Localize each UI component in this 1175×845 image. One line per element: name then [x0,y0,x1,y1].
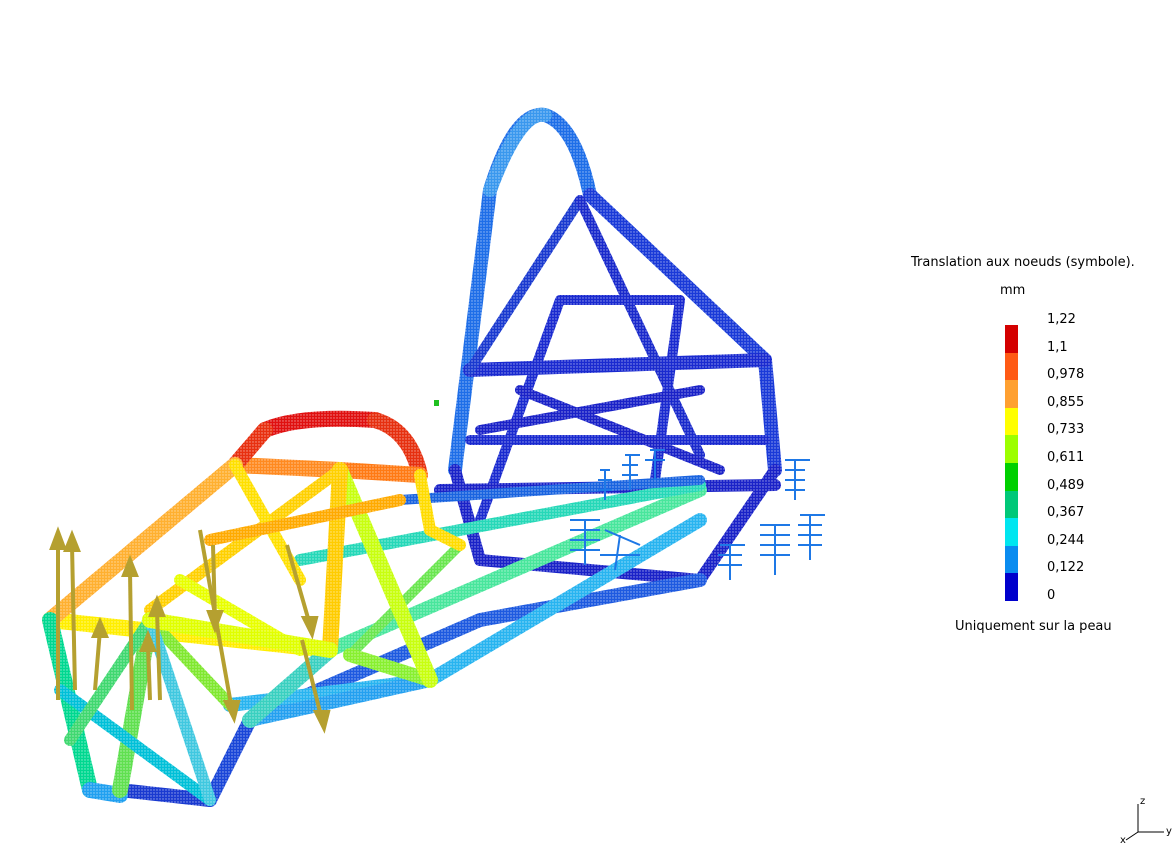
axis-y-label: y [1166,826,1172,837]
load-arrow-icon [121,554,139,711]
legend-swatch [1005,380,1018,408]
legend-unit: mm [1000,283,1026,298]
legend-swatch [1005,545,1018,574]
axis-x-label: x [1120,835,1126,845]
legend-tick-label: 0,367 [1047,505,1085,521]
load-arrow-icon [49,526,67,700]
legend-tick-label: 0 [1047,588,1056,603]
constraint-symbols [570,449,825,580]
legend-tick-label: 0,611 [1047,450,1085,465]
legend-title: Translation aux noeuds (symbole). [911,255,1135,270]
legend-swatch [1005,352,1018,381]
axis-z-label: z [1140,796,1145,807]
legend-swatch [1005,573,1018,601]
legend-tick-label: 0,733 [1047,422,1085,438]
legend-swatch [1005,435,1018,463]
legend-tick-label: 0,489 [1047,477,1085,493]
load-arrow-icon [285,544,319,640]
load-arrow-icon [90,616,110,691]
load-arrow-icon [148,594,166,701]
legend-tick-label: 0,978 [1047,367,1085,383]
load-arrows [49,526,331,734]
legend-swatch [1005,518,1018,546]
legend-tick-label: 0,122 [1047,560,1085,576]
chassis-frame [0,0,900,845]
legend-tick-label: 1,1 [1047,339,1068,355]
load-arrow-icon [206,544,224,634]
legend-swatch [1005,490,1018,519]
legend-footer: Uniquement sur la peau [955,619,1112,634]
legend-swatch [1005,325,1018,353]
load-arrow-icon [63,529,81,691]
legend-swatch [1005,407,1018,436]
node-marker [434,400,439,406]
load-arrow-icon [139,629,157,701]
clamp-icon [570,449,825,580]
legend-tick-label: 0,244 [1047,532,1085,548]
legend-swatch [1005,463,1018,491]
load-arrow-icon [300,639,331,734]
color-scale-legend: Translation aux noeuds (symbole). mm 1,2… [905,255,1175,645]
axis-triad-icon: z y x [1120,796,1172,845]
legend-tick-label: 0,855 [1047,394,1085,410]
legend-tick-label: 1,22 [1047,312,1076,327]
